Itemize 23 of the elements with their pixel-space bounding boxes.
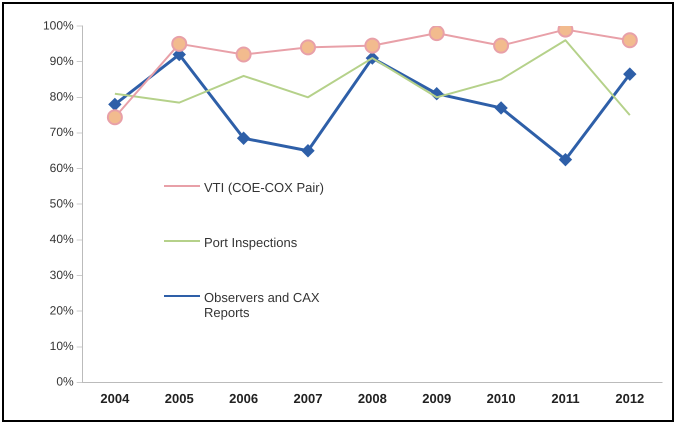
- y-tick-label: 0%: [56, 374, 74, 389]
- x-tick-label: 2006: [229, 390, 258, 406]
- x-tick-label: 2007: [294, 390, 322, 406]
- y-tick-label: 50%: [50, 196, 74, 211]
- y-tick-label: 70%: [50, 125, 74, 140]
- x-tick-label: 2011: [551, 390, 580, 406]
- legend-label: VTI (COE-COX Pair): [204, 180, 334, 195]
- legend-label: Port Inspections: [204, 235, 334, 250]
- y-tick-label: 60%: [50, 160, 74, 175]
- y-tick-label: 100%: [42, 18, 74, 32]
- y-tick-label: 10%: [50, 339, 74, 354]
- x-tick-label: 2009: [422, 390, 452, 406]
- y-tick-label: 40%: [50, 232, 74, 246]
- x-tick-label: 2012: [615, 390, 644, 406]
- legend-label: Observers and CAX Reports: [204, 290, 334, 320]
- y-tick-label: 30%: [50, 268, 74, 282]
- y-tick-label: 80%: [50, 90, 74, 104]
- y-tick-label: 90%: [50, 54, 74, 68]
- y-tick-label: 20%: [50, 303, 74, 318]
- x-tick-label: 2004: [100, 390, 130, 406]
- x-tick-label: 2005: [164, 390, 194, 406]
- x-tick-label: 2008: [358, 390, 387, 406]
- x-tick-label: 2010: [486, 390, 516, 406]
